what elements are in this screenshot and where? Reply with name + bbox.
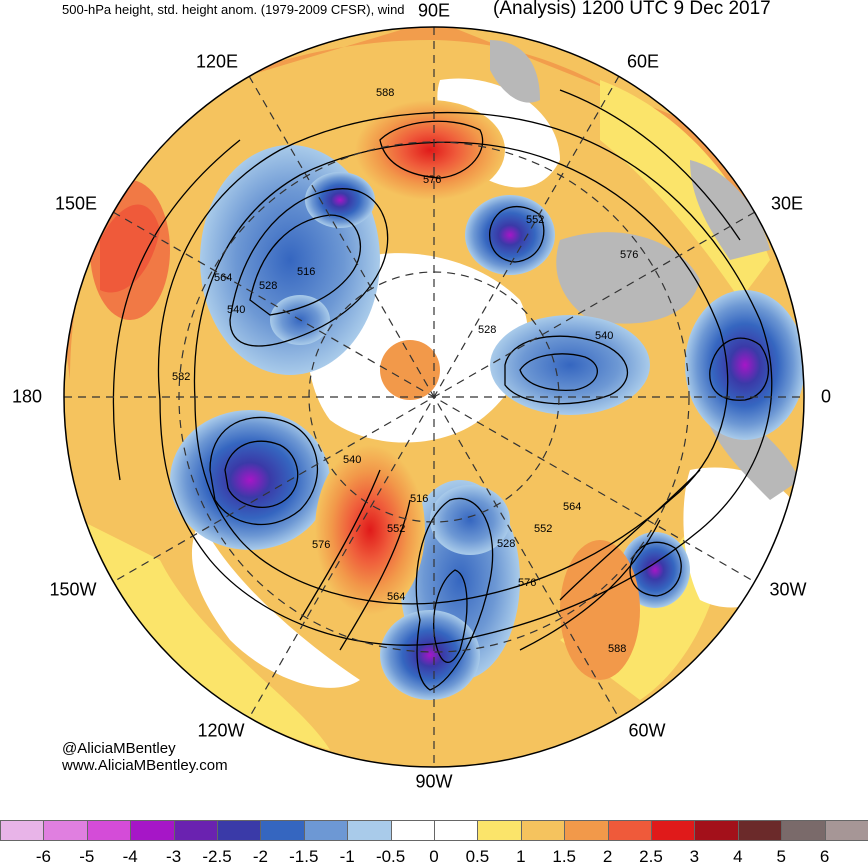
colorbar-swatch [694,820,739,841]
contour-label: 516 [410,493,428,505]
credit-website: www.AliciaMBentley.com [62,757,228,774]
contour-label: 564 [563,501,581,513]
colorbar-swatch [781,820,826,841]
graticule [64,27,804,767]
contour-label: 552 [526,214,544,226]
colorbar-label: -0.5 [375,847,406,866]
colorbar-label: 4 [733,847,743,866]
credit-twitter: @AliciaMBentley [62,740,176,757]
colorbar-label: 2.5 [639,847,663,866]
colorbar-swatch [607,820,652,841]
contour-label: 564 [214,272,232,284]
colorbar-swatch [564,820,609,841]
lon-label-180: 180 [11,386,43,407]
contour-labels: 588 576 552 564 540 528 516 528 540 576 … [172,87,638,655]
colorbar-swatch [260,820,305,841]
lon-label-90w: 90W [415,771,453,792]
colorbar-swatch [303,820,349,841]
colorbar-label: -3 [166,847,182,866]
colorbar-swatch [737,820,783,841]
contour-label: 540 [343,454,361,466]
lon-label-120e: 120E [195,51,239,72]
colorbar-swatch [434,820,479,841]
contour-label: 552 [387,523,405,535]
colorbar-swatch [86,820,132,841]
contour-label: 564 [387,591,405,603]
colorbar-label: -1.5 [289,847,319,866]
colorbar-label: -4 [122,847,138,866]
colorbar-label: 1.5 [552,847,577,866]
colorbar-label: -2 [252,847,268,866]
contour-label: 540 [227,304,245,316]
anomaly-field [64,27,804,767]
colorbar-label: 3 [689,847,700,866]
contour-label: 528 [478,324,496,336]
lon-label-60w: 60W [628,720,666,741]
map-title-right: (Analysis) 1200 UTC 9 Dec 2017 [493,0,771,19]
contour-label: 582 [172,371,190,383]
colorbar-label: 2 [602,847,613,866]
colorbar-swatch [520,820,566,841]
colorbar-swatch [824,820,868,841]
lon-label-150e: 150E [54,193,98,214]
lon-label-90e: 90E [417,0,451,21]
contour-label: 516 [297,266,315,278]
colorbar-label: -2.5 [202,847,232,866]
lon-label-60e: 60E [626,51,660,72]
colorbar-swatch [390,820,435,841]
colorbar-swatch [651,820,696,841]
anomaly-colorbar: -6 -5 -4 -3 -2.5 -2 -1.5 -1 -0.5 0 0.5 1 1.5 2 2.5 3 4 5 6 [0,820,868,866]
contour-label: 552 [534,523,552,535]
contour-label: 576 [312,539,330,551]
colorbar-label: 6 [819,847,830,866]
colorbar-swatch [347,820,392,841]
contour-label: 576 [423,174,441,186]
colorbar-swatch [173,820,218,841]
colorbar-swatch [477,820,522,841]
map-border [63,26,805,768]
colorbar-label: 0.5 [465,847,490,866]
lon-label-120w: 120W [197,720,245,741]
contour-label: 576 [620,249,638,261]
colorbar-swatch [43,820,88,841]
map-title-left: 500-hPa height, std. height anom. (1979-… [62,2,405,17]
lon-label-0: 0 [820,386,832,407]
height-contours [112,89,773,691]
contour-label: 540 [595,330,613,342]
colorbar-label: 0 [429,847,439,866]
colorbar-label: -1 [339,847,355,866]
colorbar-swatch [130,820,175,841]
colorbar-label: 5 [776,847,786,866]
lon-label-30w: 30W [769,579,807,600]
colorbar-label: 1 [516,847,526,866]
contour-label: 528 [259,280,277,292]
lon-label-150w: 150W [49,579,97,600]
contour-label: 588 [376,87,394,99]
colorbar-swatch [0,820,45,841]
colorbar-label: -5 [79,847,95,866]
contour-label: 576 [518,577,536,589]
lon-label-30e: 30E [770,193,804,214]
contour-label: 528 [497,538,515,550]
contour-label: 588 [608,643,626,655]
colorbar-label: -6 [35,847,51,866]
colorbar-swatch [217,820,262,841]
